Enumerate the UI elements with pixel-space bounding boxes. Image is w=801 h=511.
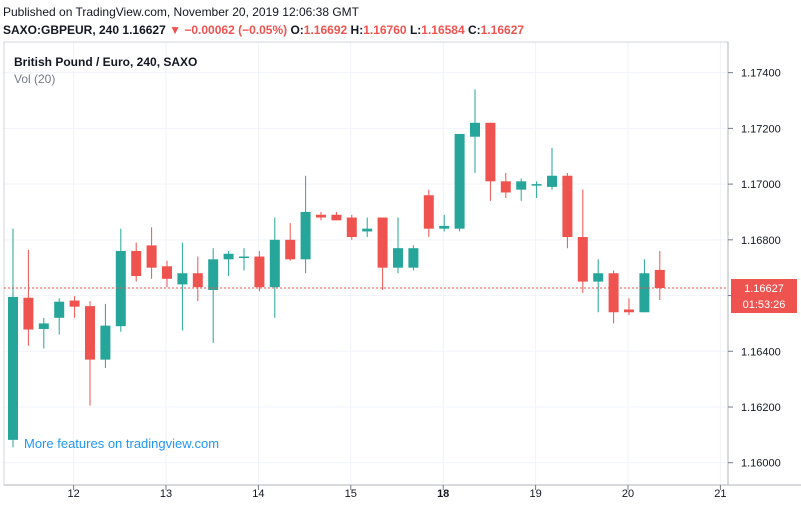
time-tick-label: 20 (622, 488, 634, 500)
time-tick-label: 19 (529, 488, 541, 500)
candle-body (100, 325, 111, 360)
watermark-link[interactable]: More features on tradingview.com (24, 436, 219, 451)
candle-body (624, 309, 634, 313)
candle-body (331, 214, 342, 221)
candle-body (562, 175, 573, 238)
candles-group (8, 89, 665, 448)
candle-body (131, 250, 142, 277)
candle-body (223, 253, 234, 260)
symbol-label: SAXO:GBPEUR, 240 (3, 23, 120, 37)
candle-body (239, 256, 249, 259)
low-value: 1.16584 (421, 23, 465, 37)
candle-body (146, 245, 157, 268)
time-tick-label: 12 (67, 488, 79, 500)
candle-body (408, 248, 419, 268)
candle-body (69, 300, 80, 307)
candle-body (285, 239, 296, 260)
candle-body (316, 214, 326, 218)
legend-title: British Pound / Euro, 240, SAXO (14, 55, 197, 69)
candle-body (423, 195, 434, 229)
candle-body (393, 248, 403, 268)
candle-body (208, 259, 219, 290)
candle-body (547, 175, 557, 187)
open-label: O: (290, 23, 304, 37)
candle-body (300, 211, 311, 260)
candle-body (485, 122, 496, 182)
high-label: H: (350, 23, 364, 37)
time-tick-label: 13 (160, 488, 172, 500)
time-tick-label: 15 (345, 488, 357, 500)
candle-body (577, 237, 588, 282)
last-price-label: 1.16627 01:53:26 (731, 279, 797, 314)
open-value: 1.16692 (303, 23, 348, 37)
high-value: 1.16760 (363, 23, 407, 37)
candle-body (516, 181, 527, 190)
candle-body (639, 273, 650, 313)
last-price-label-value: 1.16627 (744, 283, 784, 295)
candle-body (85, 306, 95, 360)
candle-body (531, 184, 542, 186)
low-label: L: (409, 23, 422, 37)
time-tick-label: 14 (252, 488, 264, 500)
price-tick-label: 1.16200 (741, 402, 781, 414)
chart-grid (4, 42, 728, 485)
published-line: Published on TradingView.com, November 2… (3, 5, 359, 19)
time-tick-label: 21 (714, 488, 726, 500)
candle-body (362, 228, 373, 232)
down-arrow-icon: ▼ (169, 23, 182, 37)
candle-body (377, 217, 388, 268)
price-axis: 1.160001.162001.164001.166001.168001.170… (728, 68, 781, 470)
candle-body (593, 273, 604, 282)
candle-body (162, 266, 172, 279)
price-tick-label: 1.16400 (741, 346, 781, 358)
chart-header: Published on TradingView.com, November 2… (0, 0, 801, 40)
price-tick-label: 1.17200 (741, 123, 781, 135)
close-value: 1.16627 (480, 23, 525, 37)
close-label: C: (468, 23, 481, 37)
candle-body (38, 323, 49, 329)
candle-body (177, 273, 188, 285)
plot-border (3, 41, 729, 486)
candle-body (192, 273, 203, 288)
time-axis: 12 13 14 15 18 19 20 21 (67, 485, 727, 500)
time-tick-label: 18 (437, 488, 449, 500)
candle-body (608, 273, 619, 313)
countdown-label: 01:53:26 (743, 299, 786, 311)
candle-body (470, 122, 480, 137)
price-tick-label: 1.17000 (741, 179, 781, 191)
last-price: 1.16627 (122, 23, 166, 37)
candle-body (439, 225, 450, 229)
candle-body (8, 296, 18, 440)
candle-body (654, 269, 665, 289)
price-tick-label: 1.16800 (741, 235, 781, 247)
candle-body (346, 217, 357, 238)
candle-body (500, 181, 511, 193)
price-tick-label: 1.16000 (741, 458, 781, 470)
candle-body (54, 301, 65, 318)
candle-body (23, 297, 34, 330)
candle-body (115, 250, 126, 327)
price-tick-label: 1.17400 (741, 68, 781, 80)
candle-body (269, 239, 280, 288)
candle-body (454, 133, 465, 229)
candle-body (254, 256, 265, 288)
change-value: −0.00062 (−0.05%) (184, 23, 288, 37)
ohlc-line: SAXO:GBPEUR, 240 1.16627 ▼ −0.00062 (−0.… (3, 23, 524, 37)
legend-volume: Vol (20) (14, 72, 55, 86)
